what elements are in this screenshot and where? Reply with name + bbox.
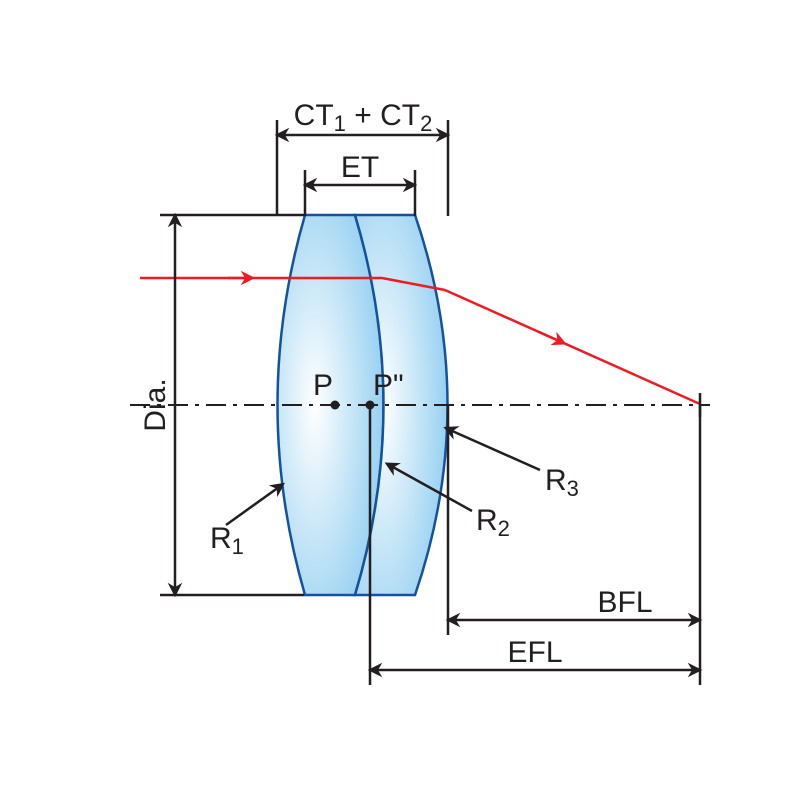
label-ct: CT1 + CT2 xyxy=(294,99,433,136)
label-r3: R3 xyxy=(545,464,579,501)
label-p: P xyxy=(313,369,333,402)
label-efl: EFL xyxy=(507,636,562,669)
label-p2: P" xyxy=(373,369,404,402)
label-et: ET xyxy=(341,151,379,184)
leader-r3 xyxy=(450,430,540,470)
label-r1: R1 xyxy=(210,522,244,559)
label-dia: Dia. xyxy=(139,378,172,431)
leader-r1 xyxy=(226,487,279,525)
label-bfl: BFL xyxy=(597,586,652,619)
label-r2: R2 xyxy=(476,504,510,541)
